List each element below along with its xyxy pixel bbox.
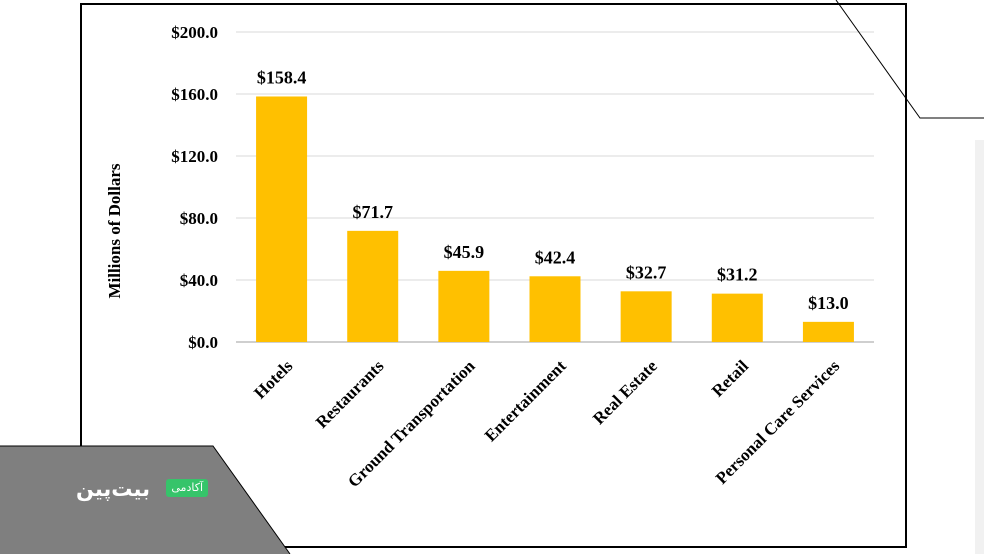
bar	[256, 96, 308, 342]
data-label: $42.4	[535, 247, 576, 267]
watermark-logo: بیت‌پین آکادمی	[54, 474, 214, 504]
data-label: $31.2	[717, 265, 758, 285]
y-tick-label: $120.0	[171, 147, 218, 166]
y-tick-label: $40.0	[180, 271, 218, 290]
bar	[620, 291, 672, 342]
bar	[347, 230, 399, 342]
watermark-panel-edge	[0, 445, 291, 554]
bars	[256, 96, 854, 342]
y-axis-label: Millions of Dollars	[105, 163, 124, 298]
y-tick-label: $0.0	[188, 333, 218, 352]
data-label: $13.0	[808, 293, 849, 313]
y-tick-label: $200.0	[171, 23, 218, 42]
right-edge-strip	[975, 140, 984, 554]
data-labels: $158.4 $71.7 $45.9 $42.4 $32.7 $31.2 $13.0	[257, 67, 849, 312]
bar	[802, 321, 854, 342]
watermark-logo-word: بیت‌پین	[75, 477, 150, 501]
data-label: $71.7	[352, 202, 393, 222]
bar	[529, 276, 581, 342]
data-label: $32.7	[626, 262, 667, 282]
grid-lines	[236, 31, 874, 343]
bar	[711, 293, 763, 342]
y-axis-ticks: $0.0 $40.0 $80.0 $120.0 $160.0 $200.0	[171, 23, 218, 352]
y-tick-label: $80.0	[180, 209, 218, 228]
corner-decoration-line	[835, 0, 984, 119]
watermark-logo-badge: آکادمی	[166, 479, 208, 497]
y-tick-label: $160.0	[171, 85, 218, 104]
bar	[438, 270, 490, 342]
data-label: $45.9	[444, 242, 485, 262]
watermark-panel	[0, 446, 290, 554]
data-label: $158.4	[257, 67, 307, 87]
